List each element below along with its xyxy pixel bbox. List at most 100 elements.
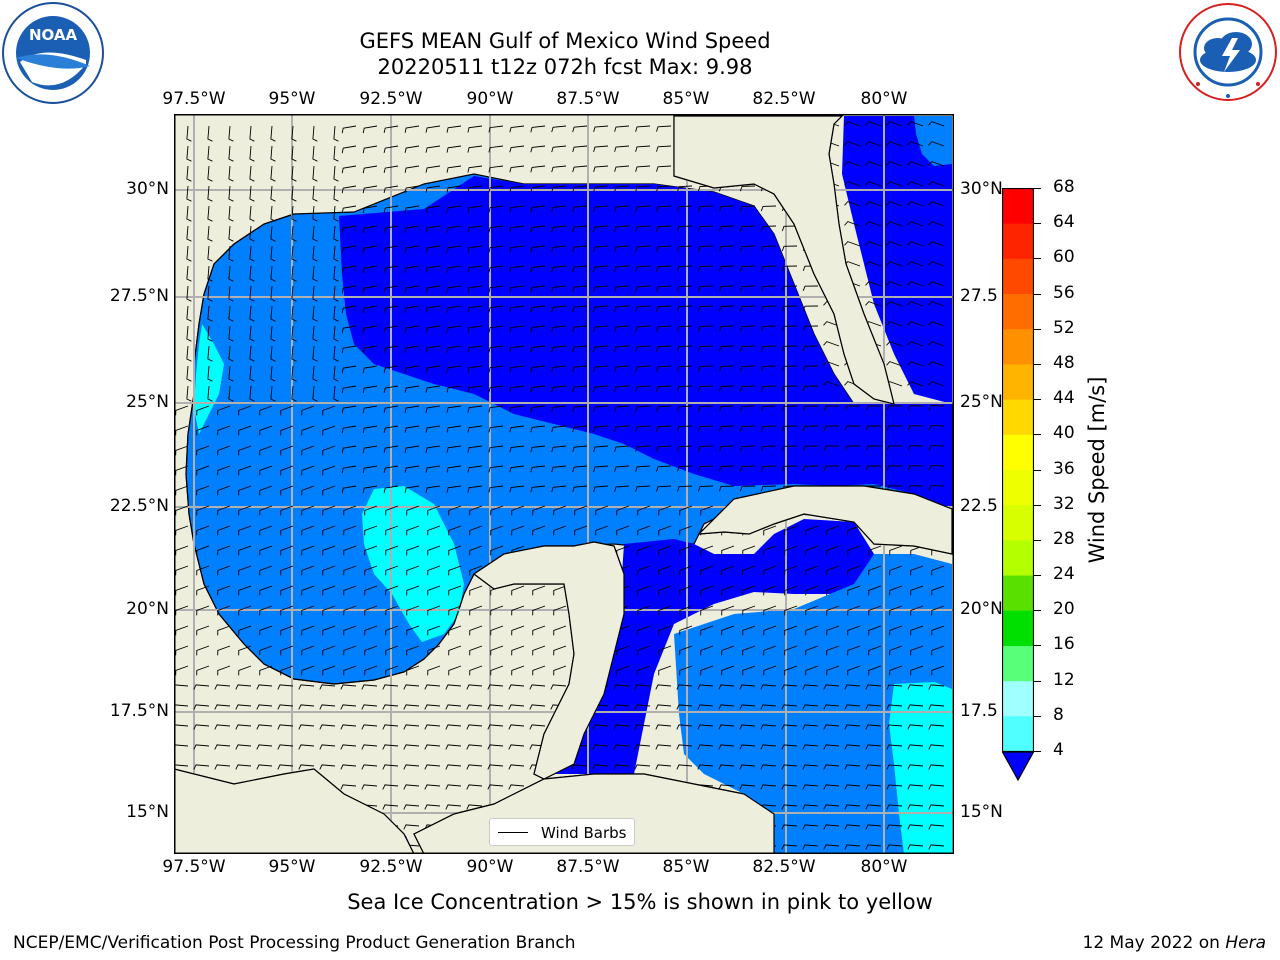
wind-barb [677, 345, 693, 352]
wind-barb [291, 325, 297, 342]
wind-barb [593, 345, 609, 353]
wind-barb [228, 385, 234, 402]
wind-barb [340, 784, 357, 790]
wind-barb [697, 724, 714, 730]
wind-barb [886, 465, 903, 471]
wind-barb [530, 485, 546, 493]
wind-barb [238, 525, 252, 536]
wind-barb [802, 345, 819, 351]
wind-barb [445, 684, 462, 690]
wind-barb [509, 305, 525, 313]
wind-barb [823, 684, 840, 690]
wind-barb [844, 824, 861, 830]
wind-barb [784, 645, 798, 656]
wind-barb [868, 605, 882, 616]
wind-barb [249, 305, 255, 322]
wind-barb [217, 425, 231, 436]
wind-barb [217, 465, 231, 476]
wind-barb [529, 704, 546, 710]
wind-barb [658, 505, 672, 516]
wind-barb [364, 585, 378, 596]
wind-barb [217, 625, 231, 636]
wind-barb [928, 241, 945, 247]
wind-barb [655, 684, 672, 690]
wind-barb [784, 665, 798, 676]
wind-barb [383, 365, 399, 374]
wind-barb [572, 145, 588, 153]
wind-barb [551, 405, 567, 413]
wind-barb [312, 245, 318, 262]
wind-barb [312, 225, 318, 242]
wind-barb [614, 465, 630, 472]
wind-barb [383, 265, 399, 274]
wind-barb [677, 305, 693, 312]
wind-barb [530, 385, 546, 393]
wind-barb [424, 684, 441, 690]
wind-barb [207, 385, 213, 402]
wind-barb [658, 625, 672, 636]
wind-barb [259, 505, 273, 516]
wind-barb [781, 345, 798, 352]
wind-barb [781, 325, 798, 332]
wind-barb [656, 225, 672, 232]
wind-barb [207, 245, 213, 262]
wind-barb [802, 724, 819, 730]
wind-barb [259, 605, 273, 616]
wind-barb [425, 225, 441, 233]
wind-barb [697, 485, 714, 492]
wind-barb [718, 764, 735, 770]
colorbar-tick-label: 64 [1053, 212, 1075, 233]
wind-barb [677, 465, 693, 472]
wind-barb [656, 425, 672, 432]
wind-barb [700, 645, 714, 656]
wind-barb [228, 185, 234, 202]
wind-barb [656, 245, 672, 252]
wind-barb [343, 585, 357, 596]
longitude-label-top: 92.5°W [359, 89, 423, 109]
wind-barb [802, 744, 819, 750]
wind-barb [322, 425, 336, 436]
wind-barb [656, 305, 672, 312]
wind-barb [742, 585, 756, 596]
wind-barb [319, 744, 336, 750]
wind-barb [928, 744, 945, 750]
wind-barb [781, 285, 798, 292]
colorbar-tick-mark [1034, 680, 1041, 682]
wind-barb [551, 145, 567, 153]
wind-barb [235, 744, 252, 750]
wind-barb [341, 325, 357, 334]
wind-barb [333, 385, 339, 402]
wind-barb [385, 525, 399, 536]
longitude-label-top: 87.5°W [556, 89, 620, 109]
wind-barb [488, 325, 504, 333]
wind-barb [508, 784, 525, 790]
wind-barb [593, 305, 609, 313]
wind-barb [614, 345, 630, 352]
wind-barb [928, 181, 945, 187]
wind-barb [312, 385, 318, 402]
wind-barb [277, 704, 294, 710]
colorbar-tick-label: 12 [1053, 669, 1075, 690]
wind-barb [469, 525, 483, 536]
wind-barb [383, 445, 399, 454]
wind-barb [291, 285, 297, 302]
wind-barb [228, 165, 234, 182]
wind-barb [718, 465, 735, 472]
wind-barb [532, 625, 546, 636]
wind-barb [291, 265, 297, 282]
wind-barb [907, 341, 924, 347]
wind-barb [362, 405, 378, 414]
wind-barb [823, 764, 840, 770]
wind-barb [448, 625, 462, 636]
wind-barb [886, 301, 903, 307]
wind-barb [301, 565, 315, 576]
wind-barb [280, 565, 294, 576]
wind-barb [467, 365, 483, 373]
wind-barb [593, 465, 609, 473]
wind-barb [490, 545, 504, 556]
wind-barb [196, 445, 210, 456]
wind-barb [844, 465, 860, 471]
colorbar-cell [1002, 645, 1034, 682]
wind-barb [509, 325, 525, 333]
wind-barb [739, 724, 756, 730]
